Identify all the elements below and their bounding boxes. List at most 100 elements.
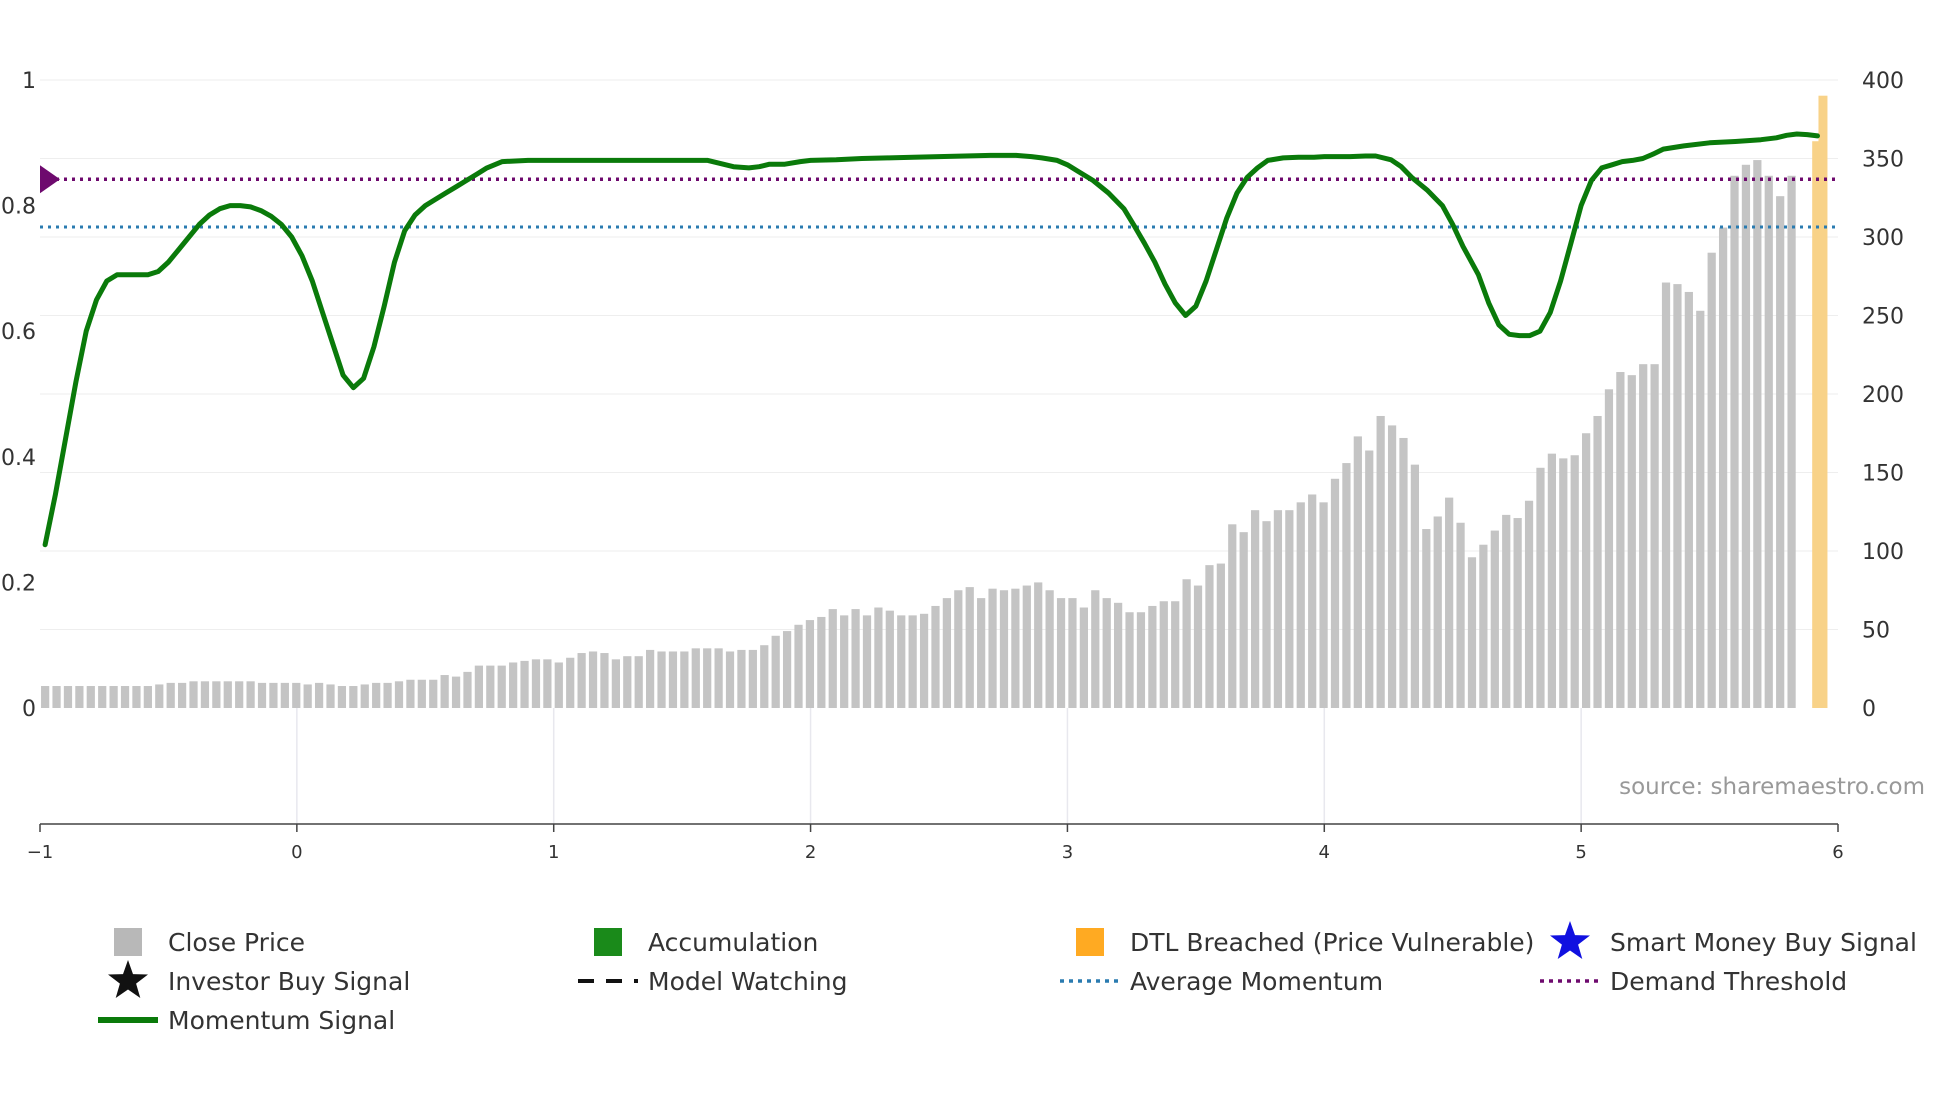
close-price-bar [52,686,61,708]
legend-label: Momentum Signal [168,1006,395,1035]
close-price-bar [543,659,552,708]
right-tick-label: 350 [1862,148,1904,173]
left-tick-label: 0.2 [1,571,36,596]
legend-star-icon [108,960,148,998]
close-price-bar [965,587,974,708]
close-price-bar [1193,585,1203,708]
close-price-bar [919,613,929,708]
close-price-bar [178,682,187,708]
close-price-bar [851,609,860,708]
close-price-bar [1696,310,1705,708]
legend-label: Average Momentum [1130,967,1383,996]
close-price-bar [760,645,769,708]
close-price-bar [771,635,780,708]
close-price-bar [1136,612,1146,708]
close-price-bar [235,681,244,708]
close-price-bar [634,656,643,708]
close-price-bar [988,588,997,708]
close-price-bar [1570,455,1579,708]
close-price-bar [326,684,335,708]
close-price-bar [269,682,278,708]
left-tick-label: 0.8 [1,195,36,220]
close-price-bar [680,651,689,708]
close-price-bar [1330,478,1340,708]
legend-item: Average Momentum [1060,967,1383,996]
legend-item: DTL Breached (Price Vulnerable) [1076,928,1534,957]
legend-square-icon [1076,928,1104,956]
close-price-bar [1730,175,1739,708]
close-price-bar [1776,196,1785,708]
close-price-bar [212,681,221,708]
close-price-bar [646,649,655,708]
legend-label: Close Price [168,928,305,957]
momentum-signal-series [42,131,1820,548]
close-price-bar [1068,598,1077,708]
legend-item: Close Price [114,928,305,957]
close-price-bar [1559,458,1568,708]
close-price-bar [1673,284,1682,708]
close-price-bar [303,684,312,708]
close-price-bar [862,615,872,708]
left-tick-label: 0.6 [1,320,36,345]
close-price-bar [1787,175,1796,708]
close-price-bar [1114,602,1123,708]
close-price-bar [1148,605,1157,708]
right-tick-label: 100 [1862,540,1904,565]
close-price-bar [1353,436,1362,708]
close-price-bar [1171,601,1180,708]
close-price-bar [143,686,152,708]
momentum-signal-line [42,131,1820,548]
right-tick-label: 250 [1862,305,1904,330]
right-axis-ticks: 0 50 100 150 200 250 300 350 400 [1862,69,1904,722]
close-price-bar [611,659,620,708]
close-price-bar [531,659,541,708]
close-price-bar [41,686,50,708]
close-price-bar [1182,579,1191,708]
close-price-bar [120,686,130,708]
close-price-bar [908,615,917,708]
close-price-bar [1536,467,1545,708]
threshold-lines [40,165,1838,229]
close-price-bar [1342,463,1351,708]
close-price-bar [1593,415,1602,708]
legend-item: Smart Money Buy Signal [1550,921,1917,959]
close-price-bar [1410,464,1420,708]
close-price-bar [1627,375,1636,708]
close-price-bar [155,684,164,708]
close-price-bar [1011,588,1020,708]
x-tick-label: 0 [291,842,302,863]
close-price-bar [1056,598,1066,708]
close-price-bar [1376,415,1385,708]
close-price-bar [999,590,1009,708]
close-price-bar [828,609,837,708]
close-price-bar [497,665,506,708]
close-price-bar [1285,510,1294,708]
legend-label: Demand Threshold [1610,967,1847,996]
close-price-bar [451,676,461,708]
dtl-breached-bars [1812,95,1828,709]
close-price-bar [805,620,815,708]
close-price-bar [1045,590,1054,708]
close-price-bar [942,598,952,708]
x-tick-label: 5 [1575,842,1586,863]
close-price-bar [98,686,107,708]
close-price-bar [372,682,381,708]
close-price-bar [314,682,324,708]
close-price-bar [1022,585,1031,708]
close-price-bar [1445,497,1454,708]
close-price-bar [246,681,255,708]
close-price-bar [166,682,175,708]
close-price-bar [1205,565,1214,708]
close-price-bar [1079,607,1088,708]
close-price-bar [577,653,586,708]
close-price-bar [1296,502,1305,708]
left-tick-label: 0 [22,697,36,722]
close-price-bar [63,686,73,708]
right-tick-label: 300 [1862,226,1904,251]
close-price-bar [280,682,289,708]
close-price-bar [440,675,449,708]
close-price-bar [1753,160,1762,708]
x-tick-label: −1 [27,842,54,863]
close-price-bar [1639,364,1648,708]
